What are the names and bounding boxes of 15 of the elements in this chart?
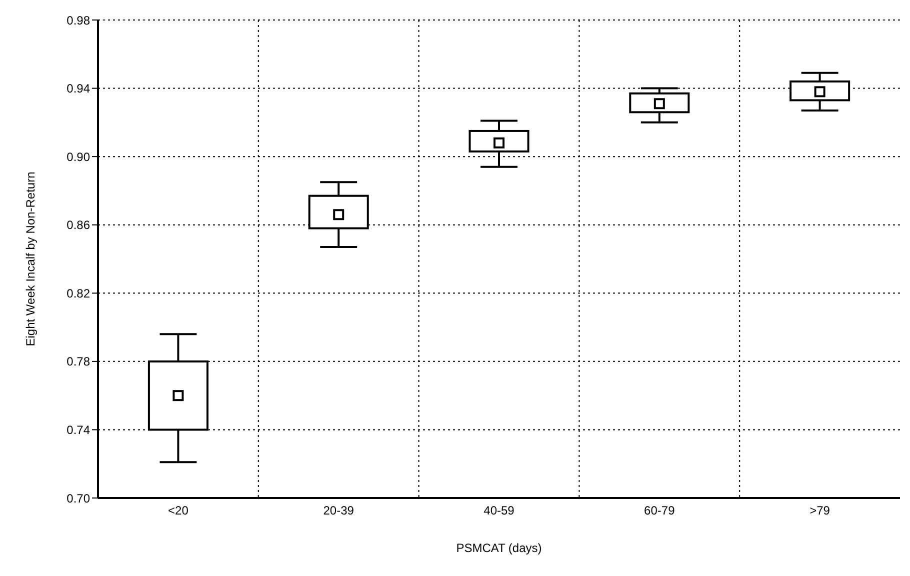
y-tick-label: 0.86 [66, 218, 90, 232]
x-tick-label: 40-59 [484, 504, 515, 518]
y-tick-label: 0.78 [66, 354, 90, 369]
x-tick-label: >79 [810, 504, 830, 518]
y-tick-label: 0.74 [66, 422, 90, 437]
y-axis-title: Eight Week Incalf by Non-Return [23, 172, 38, 346]
y-tick-label: 0.82 [66, 286, 90, 300]
x-tick-label: 20-39 [323, 504, 354, 518]
x-axis-title: PSMCAT (days) [456, 541, 542, 555]
x-tick-label: <20 [168, 504, 189, 518]
y-tick-label: 0.90 [66, 150, 90, 164]
y-tick-label: 0.94 [66, 82, 90, 96]
x-tick-label: 60-79 [644, 504, 676, 518]
y-tick-label: 0.98 [66, 13, 90, 28]
y-tick-label: 0.70 [66, 491, 90, 506]
